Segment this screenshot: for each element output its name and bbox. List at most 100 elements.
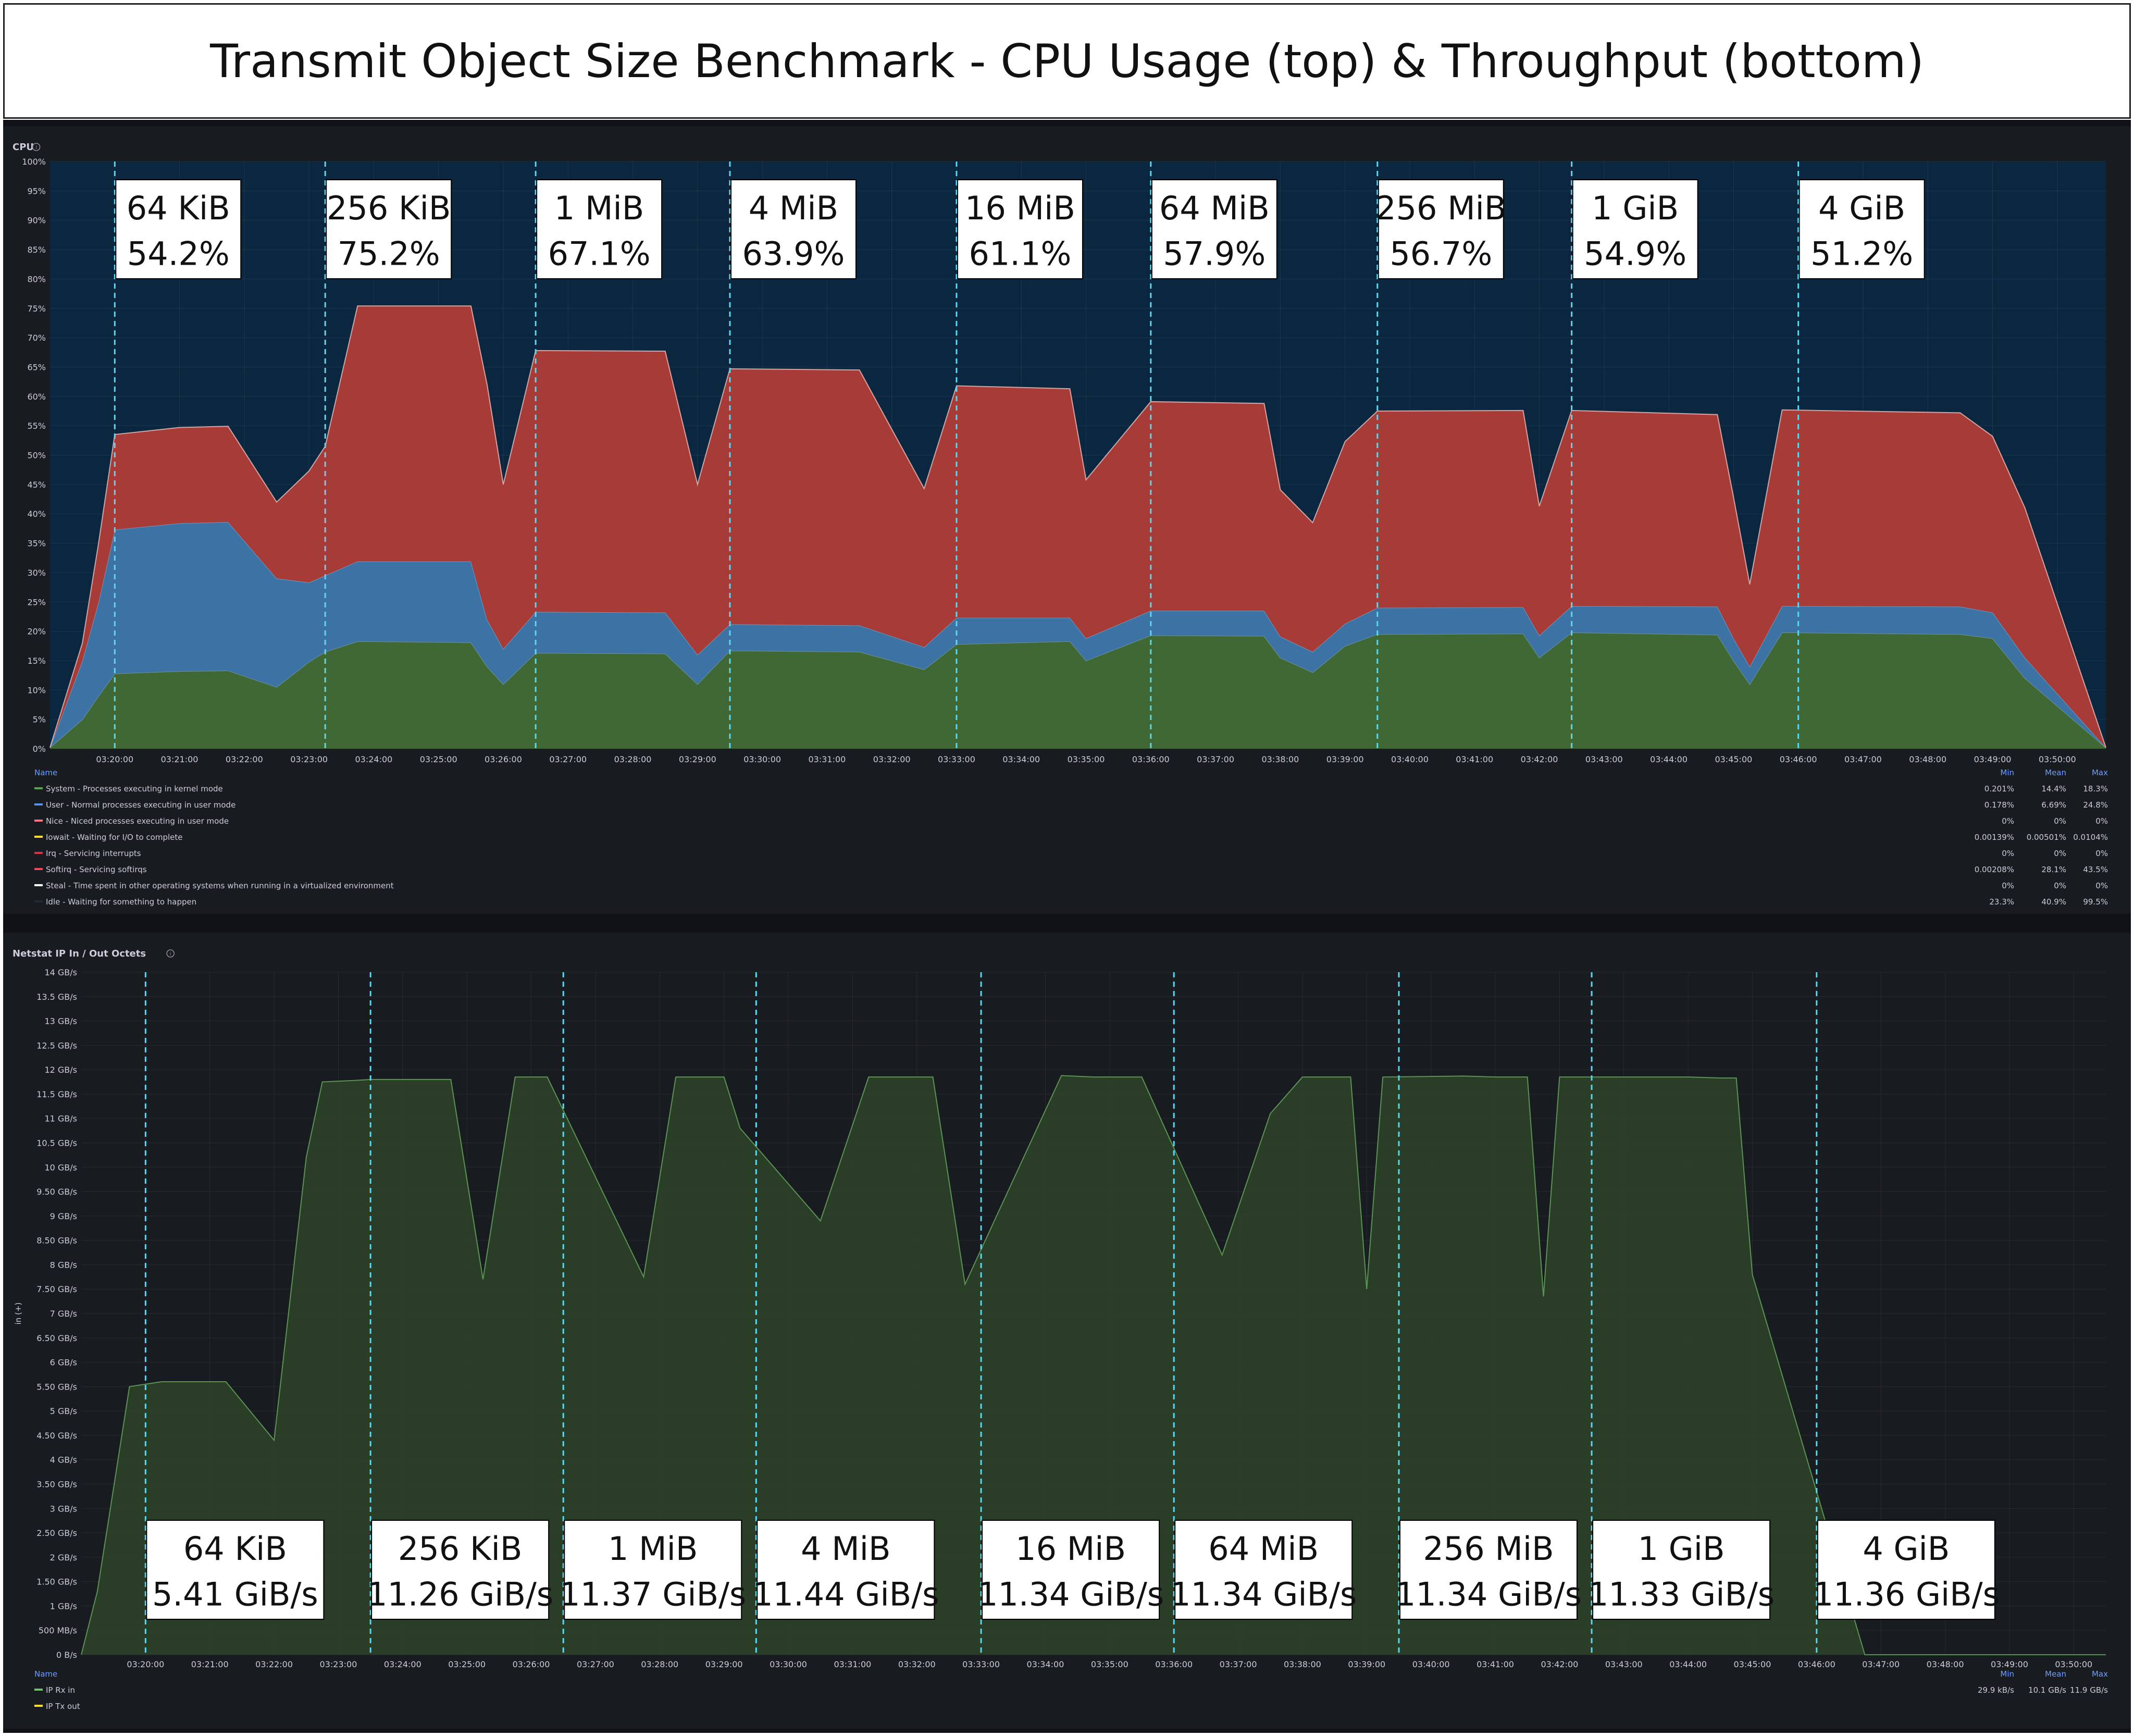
annotation-size-label: 64 MiB (1208, 1530, 1319, 1568)
legend-swatch (34, 852, 43, 854)
annotation-value-label: 5.41 GiB/s (152, 1575, 318, 1613)
x-tick-label: 03:38:00 (1261, 754, 1299, 764)
x-tick-label: 03:45:00 (1734, 1659, 1771, 1669)
annotation-value-label: 63.9% (742, 234, 845, 272)
x-tick-label: 03:41:00 (1456, 754, 1493, 764)
legend-header-min: Min (2000, 1669, 2014, 1679)
annotation-box-bg (730, 179, 857, 279)
x-tick-label: 03:33:00 (938, 754, 975, 764)
annotation-box-bg (536, 179, 663, 279)
x-tick-label: 03:50:00 (2039, 754, 2076, 764)
y-tick-label: 0% (33, 744, 46, 754)
x-tick-label: 03:44:00 (1669, 1659, 1707, 1669)
y-tick-label: 60% (27, 392, 46, 402)
info-circle-icon: i (166, 949, 175, 958)
x-tick-label: 03:31:00 (808, 754, 846, 764)
legend-max: 43.5% (2083, 865, 2108, 874)
legend-swatch (34, 1705, 43, 1707)
legend-max: 0% (2095, 881, 2108, 890)
figure-title-box: Transmit Object Size Benchmark - CPU Usa… (3, 3, 2131, 119)
legend-swatch (34, 900, 43, 902)
annotation-box: 4 MiB 63.9% (730, 179, 857, 279)
panel-title: Netstat IP In / Out Octets (13, 948, 146, 959)
x-tick-label: 03:33:00 (962, 1659, 1000, 1669)
y-tick-label: 95% (27, 186, 46, 196)
annotation-box: 4 MiB 11.44 GiB/s (752, 1520, 939, 1620)
x-tick-label: 03:31:00 (834, 1659, 871, 1669)
annotation-value-label: 11.44 GiB/s (752, 1575, 939, 1613)
legend-max: 0% (2095, 849, 2108, 858)
legend-label: Softirq - Servicing softirqs (46, 865, 147, 874)
x-tick-label: 03:24:00 (384, 1659, 421, 1669)
annotation-size-label: 256 MiB (1375, 189, 1506, 227)
annotation-size-label: 4 GiB (1818, 189, 1905, 227)
y-tick-label: 4 GB/s (50, 1455, 77, 1465)
annotation-value-label: 11.26 GiB/s (367, 1575, 553, 1613)
x-tick-label: 03:24:00 (355, 754, 392, 764)
y-tick-label: 15% (27, 656, 46, 666)
annotation-value-label: 11.34 GiB/s (977, 1575, 1164, 1613)
y-tick-label: 7 GB/s (50, 1309, 77, 1319)
legend-min: 0.00208% (1975, 865, 2014, 874)
legend-max: 0% (2095, 816, 2108, 826)
legend-max: 99.5% (2083, 897, 2108, 907)
y-tick-label: 9.50 GB/s (36, 1187, 77, 1197)
x-tick-label: 03:30:00 (743, 754, 781, 764)
x-tick-label: 03:25:00 (420, 754, 457, 764)
legend-label: Iowait - Waiting for I/O to complete (46, 833, 182, 842)
legend-max: 11.9 GB/s (2070, 1685, 2108, 1695)
y-tick-label: 6 GB/s (50, 1358, 77, 1368)
x-tick-label: 03:47:00 (1862, 1659, 1900, 1669)
legend-min: 0.201% (1984, 784, 2014, 793)
annotation-value-label: 11.37 GiB/s (560, 1575, 746, 1613)
legend-label: System - Processes executing in kernel m… (46, 784, 223, 793)
legend-min: 0% (2002, 881, 2014, 890)
legend-mean: 0.00501% (2027, 833, 2066, 842)
annotation-box: 64 KiB 5.41 GiB/s (146, 1520, 325, 1620)
legend-header-mean: Mean (2045, 1669, 2066, 1679)
annotation-value-label: 75.2% (338, 234, 440, 272)
legend-header-name: Name (34, 768, 57, 777)
annotation-box-bg (1399, 1520, 1578, 1620)
y-tick-label: 30% (27, 568, 46, 578)
legend-swatch (34, 820, 43, 822)
legend-min: 0% (2002, 849, 2014, 858)
annotation-value-label: 51.2% (1810, 234, 1913, 272)
x-tick-label: 03:29:00 (679, 754, 716, 764)
x-tick-label: 03:21:00 (161, 754, 198, 764)
x-tick-label: 03:43:00 (1605, 1659, 1643, 1669)
legend-label: Idle - Waiting for something to happen (46, 897, 196, 907)
y-tick-label: 3.50 GB/s (36, 1480, 77, 1490)
x-tick-label: 03:35:00 (1091, 1659, 1128, 1669)
x-tick-label: 03:37:00 (1220, 1659, 1257, 1669)
legend-mean: 0% (2054, 816, 2066, 826)
y-tick-label: 75% (27, 304, 46, 314)
y-tick-label: 4.50 GB/s (36, 1431, 77, 1441)
x-tick-label: 03:23:00 (290, 754, 328, 764)
legend-label: Steal - Time spent in other operating sy… (46, 881, 394, 890)
info-circle-icon: i (32, 143, 41, 151)
y-tick-label: 40% (27, 509, 46, 519)
y-tick-label: 5.50 GB/s (36, 1382, 77, 1392)
y-tick-label: 45% (27, 480, 46, 490)
y-tick-label: 2.50 GB/s (36, 1528, 77, 1538)
annotation-box-bg (1572, 179, 1698, 279)
y-tick-label: 25% (27, 597, 46, 607)
annotation-size-label: 1 MiB (608, 1530, 698, 1568)
annotation-box-bg (1592, 1520, 1771, 1620)
y-tick-label: 5 GB/s (50, 1406, 77, 1416)
x-tick-label: 03:22:00 (226, 754, 263, 764)
y-tick-label: 11.5 GB/s (36, 1089, 77, 1099)
annotation-box: 64 KiB 54.2% (115, 179, 242, 279)
x-tick-label: 03:30:00 (770, 1659, 807, 1669)
x-tick-label: 03:22:00 (255, 1659, 293, 1669)
legend-mean: 10.1 GB/s (2028, 1685, 2066, 1695)
y-tick-label: 7.50 GB/s (36, 1284, 77, 1294)
legend-row: Nice - Niced processes executing in user… (34, 816, 2108, 826)
legend-swatch (34, 884, 43, 886)
annotation-value-label: 11.34 GiB/s (1170, 1575, 1357, 1613)
annotation-size-label: 1 GiB (1592, 189, 1679, 227)
y-tick-label: 55% (27, 421, 46, 431)
x-tick-label: 03:50:00 (2055, 1659, 2092, 1669)
legend-row: System - Processes executing in kernel m… (34, 784, 2108, 793)
